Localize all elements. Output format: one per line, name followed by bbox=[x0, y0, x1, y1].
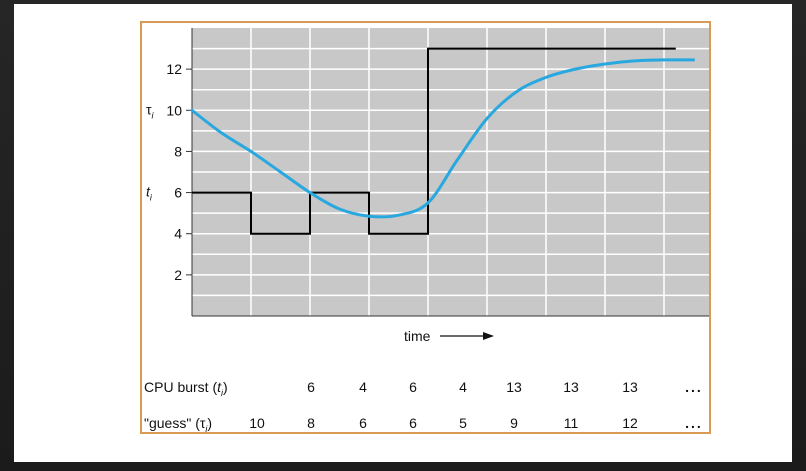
x-axis-arrow-head bbox=[483, 332, 494, 340]
table-cell: 13 bbox=[622, 379, 638, 395]
table-cell: 5 bbox=[459, 415, 467, 431]
y-tick-label: 8 bbox=[174, 143, 182, 159]
x-axis-label: time bbox=[404, 328, 431, 344]
y-tick-label: 10 bbox=[166, 102, 182, 118]
y-tick-label: 4 bbox=[174, 226, 182, 242]
table-cell: 6 bbox=[409, 415, 417, 431]
row-label-cpu-burst: CPU burst (ti) bbox=[144, 379, 228, 398]
table-cell: 6 bbox=[307, 379, 315, 395]
chart: 2 4 6 8 10 12 τi ti time CPU burst (ti) 6 4 6 4 13 13 13… bbox=[144, 28, 709, 432]
table-cell: 12 bbox=[622, 415, 638, 431]
table-cell: 4 bbox=[459, 379, 467, 395]
table-cell: 13 bbox=[563, 379, 579, 395]
series-line-guess bbox=[190, 58, 695, 219]
table-cell: 13 bbox=[506, 379, 522, 395]
y-tick-label: 12 bbox=[166, 61, 182, 77]
figure-frame: 2 4 6 8 10 12 τi ti time CPU burst (ti) 6 4 6 4 13 13 13… bbox=[140, 21, 711, 434]
table-cell: 10 bbox=[249, 415, 265, 431]
table-cell: 6 bbox=[359, 415, 367, 431]
table-cell: 8 bbox=[307, 415, 315, 431]
row-ellipsis: ... bbox=[685, 415, 703, 431]
series-line-cpu-burst bbox=[192, 47, 676, 235]
table-cell: 9 bbox=[510, 415, 518, 431]
row-ellipsis: ... bbox=[685, 379, 703, 395]
axis-marker-t: ti bbox=[146, 184, 153, 203]
table-cell: 11 bbox=[564, 415, 579, 431]
row-label-guess: "guess" (τi) bbox=[144, 415, 212, 432]
y-tick-label: 6 bbox=[174, 185, 182, 201]
table-cell: 6 bbox=[409, 379, 417, 395]
table-cell: 4 bbox=[359, 379, 367, 395]
y-tick-label: 2 bbox=[174, 267, 182, 283]
axis-marker-tau: τi bbox=[146, 101, 155, 120]
